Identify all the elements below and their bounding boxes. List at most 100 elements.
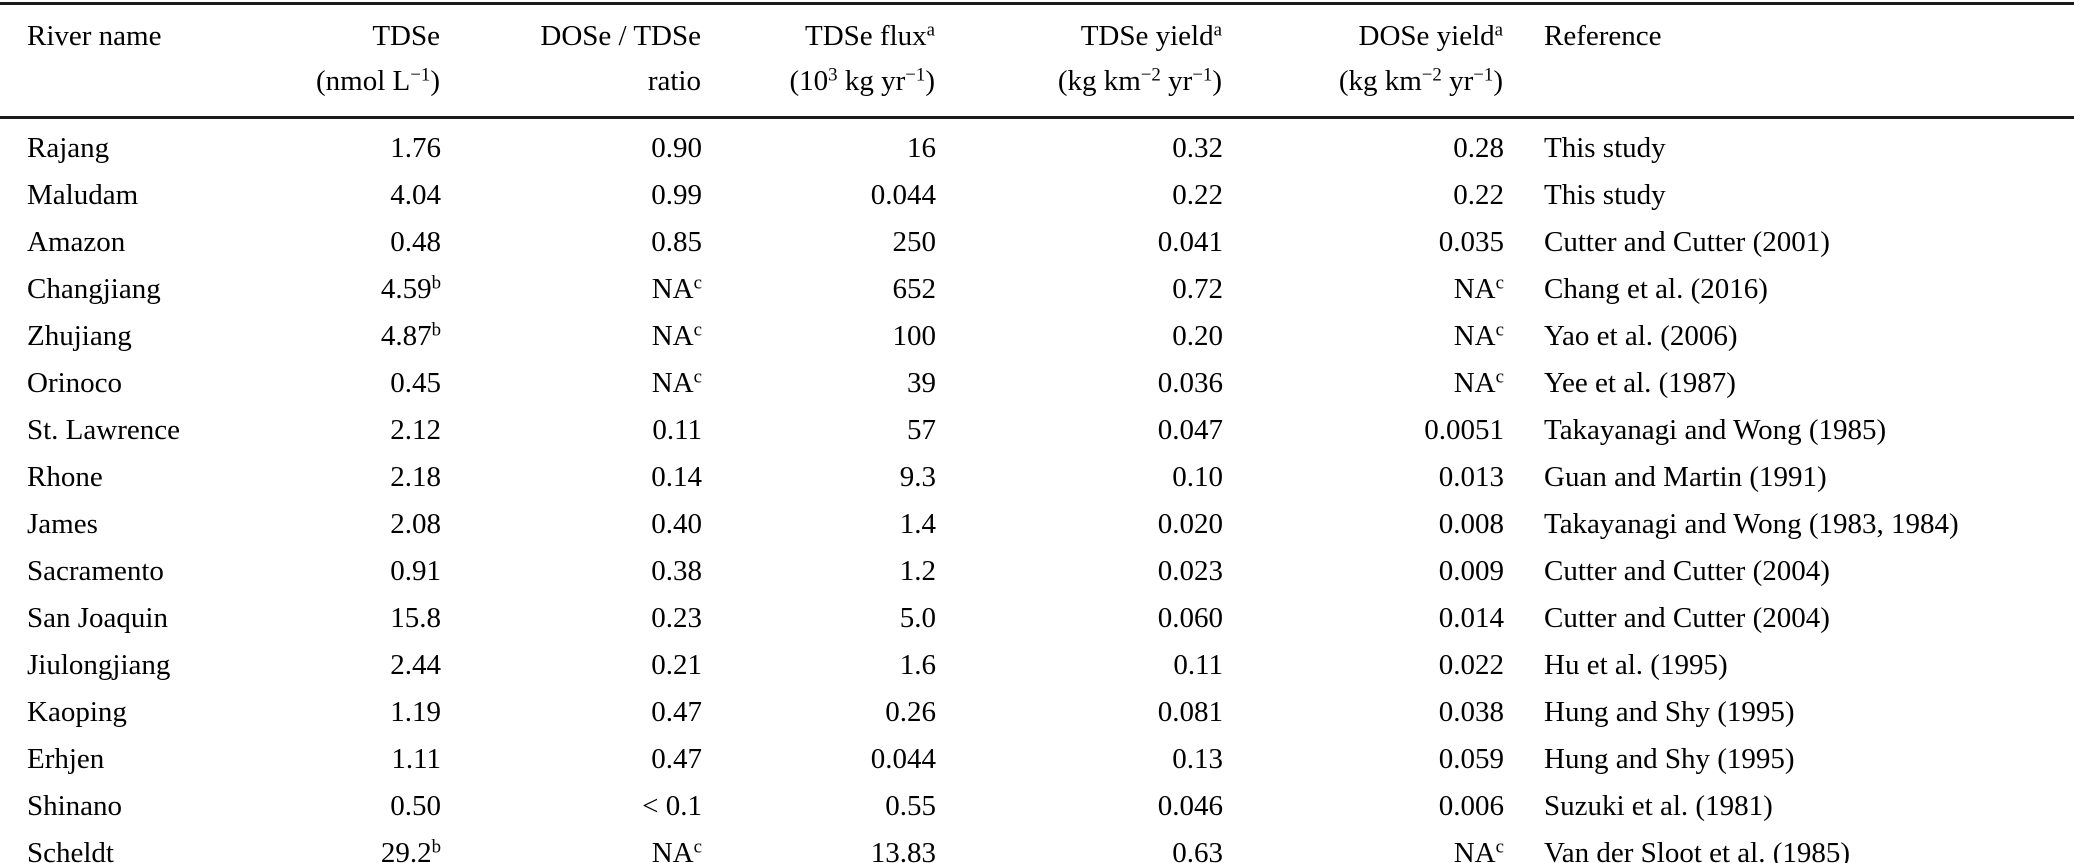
col-label: River name: [27, 20, 162, 52]
table-row: St. Lawrence 2.12 0.11 57 0.047 0.0051 Takayan…: [0, 407, 2074, 454]
cell-river-name: Shinano: [27, 790, 123, 822]
table-body: Rajang 1.76 0.90 16 0.32 0.28 This study Maluda…: [0, 118, 2074, 863]
cell-dose-tdse-ratio: 0.47: [651, 696, 702, 728]
cell-dose-yield: 0.059: [1438, 743, 1504, 775]
col-unit: (kg km−2 yr−1): [1338, 64, 1503, 97]
cell-river-name: Maludam: [27, 179, 139, 211]
col-header-dose-yield: DOSe yielda (kg km−2 yr−1): [1223, 3, 1504, 119]
cell-tdse: 29.2b: [380, 836, 441, 863]
cell-tdse-yield: 0.041: [1157, 226, 1223, 258]
cell-tdse-flux: 9.3: [899, 461, 936, 493]
cell-tdse-flux: 250: [892, 226, 937, 258]
cell-river-name: San Joaquin: [27, 602, 168, 634]
cell-tdse-yield: 0.081: [1157, 696, 1223, 728]
cell-river-name: Sacramento: [27, 555, 164, 587]
table-row: Kaoping 1.19 0.47 0.26 0.081 0.038 Hung and Sh…: [0, 689, 2074, 736]
cell-tdse-flux: 39: [907, 367, 936, 399]
table-row: Erhjen 1.11 0.47 0.044 0.13 0.059 Hung and Shy…: [0, 736, 2074, 783]
cell-tdse-flux: 5.0: [899, 602, 936, 634]
cell-tdse-yield: 0.060: [1157, 602, 1223, 634]
cell-dose-yield: 0.038: [1438, 696, 1504, 728]
cell-dose-tdse-ratio: NAc: [651, 366, 702, 399]
cell-tdse: 2.18: [390, 461, 441, 493]
cell-tdse-flux: 0.55: [885, 790, 936, 822]
cell-tdse: 2.44: [390, 649, 441, 681]
cell-tdse-flux: 13.83: [870, 837, 936, 863]
cell-tdse: 2.12: [390, 414, 441, 446]
table-row: Zhujiang 4.87b NAc 100 0.20 NAc Yao et al. (20…: [0, 313, 2074, 360]
cell-dose-tdse-ratio: NAc: [651, 272, 702, 305]
col-unit: (103 kg yr−1): [789, 64, 936, 97]
col-label: TDSe: [372, 20, 440, 52]
cell-reference: Hung and Shy (1995): [1544, 743, 1795, 775]
col-header-river-name: River name: [0, 3, 270, 119]
table-row: Maludam 4.04 0.99 0.044 0.22 0.22 This study: [0, 172, 2074, 219]
col-header-tdse: TDSe (nmol L−1): [270, 3, 441, 119]
cell-tdse-yield: 0.20: [1172, 320, 1223, 352]
cell-tdse-yield: 0.047: [1157, 414, 1223, 446]
cell-dose-tdse-ratio: NAc: [651, 319, 702, 352]
cell-dose-tdse-ratio: 0.85: [651, 226, 702, 258]
cell-dose-yield: NAc: [1453, 366, 1504, 399]
cell-tdse-yield: 0.023: [1157, 555, 1223, 587]
cell-dose-yield: 0.035: [1438, 226, 1504, 258]
cell-dose-tdse-ratio: 0.40: [651, 508, 702, 540]
cell-river-name: Zhujiang: [27, 320, 132, 352]
cell-dose-tdse-ratio: 0.38: [651, 555, 702, 587]
cell-river-name: Orinoco: [27, 367, 123, 399]
cell-tdse-yield: 0.22: [1172, 179, 1223, 211]
cell-dose-yield: 0.0051: [1424, 414, 1504, 446]
cell-tdse-yield: 0.046: [1157, 790, 1223, 822]
col-unit: (nmol L−1): [316, 64, 440, 97]
cell-tdse-flux: 16: [907, 132, 936, 164]
table-row: San Joaquin 15.8 0.23 5.0 0.060 0.014 Cutter a…: [0, 595, 2074, 642]
table-row: Sacramento 0.91 0.38 1.2 0.023 0.009 Cutter an…: [0, 548, 2074, 595]
cell-dose-yield: 0.014: [1438, 602, 1504, 634]
cell-dose-yield: NAc: [1453, 836, 1504, 863]
table-header: River name TDSe (nmol L−1) DOSe / TDSe r…: [0, 3, 2074, 119]
cell-tdse: 4.87b: [380, 319, 441, 352]
cell-dose-yield: 0.009: [1438, 555, 1504, 587]
cell-reference: This study: [1544, 132, 1666, 164]
col-unit: ratio: [647, 65, 701, 97]
cell-tdse: 1.19: [390, 696, 441, 728]
cell-reference: Takayanagi and Wong (1983, 1984): [1544, 508, 1959, 540]
cell-river-name: Jiulongjiang: [27, 649, 171, 681]
cell-dose-tdse-ratio: < 0.1: [642, 790, 702, 822]
table-row: James 2.08 0.40 1.4 0.020 0.008 Takayanagi and…: [0, 501, 2074, 548]
table-row: Rajang 1.76 0.90 16 0.32 0.28 This study: [0, 118, 2074, 173]
cell-reference: Hu et al. (1995): [1544, 649, 1728, 681]
cell-tdse: 1.76: [390, 132, 441, 164]
cell-tdse: 15.8: [390, 602, 441, 634]
col-header-tdse-flux: TDSe fluxa (103 kg yr−1): [702, 3, 936, 119]
cell-dose-yield: 0.013: [1438, 461, 1504, 493]
cell-tdse-flux: 1.6: [899, 649, 936, 681]
cell-river-name: St. Lawrence: [27, 414, 180, 446]
table-row: Shinano 0.50 < 0.1 0.55 0.046 0.006 Suzuki et …: [0, 783, 2074, 830]
cell-tdse: 0.91: [390, 555, 441, 587]
cell-reference: Cutter and Cutter (2004): [1544, 555, 1830, 587]
cell-dose-yield: 0.006: [1438, 790, 1504, 822]
col-unit: (kg km−2 yr−1): [1057, 64, 1222, 97]
cell-reference: This study: [1544, 179, 1666, 211]
cell-tdse: 0.45: [390, 367, 441, 399]
cell-tdse-yield: 0.32: [1172, 132, 1223, 164]
col-label: Reference: [1544, 20, 1662, 52]
cell-tdse-yield: 0.020: [1157, 508, 1223, 540]
cell-tdse-flux: 57: [907, 414, 936, 446]
cell-reference: Takayanagi and Wong (1985): [1544, 414, 1887, 446]
cell-tdse-flux: 0.044: [870, 179, 936, 211]
cell-dose-yield: 0.22: [1453, 179, 1504, 211]
cell-dose-yield: 0.022: [1438, 649, 1504, 681]
cell-tdse-yield: 0.10: [1172, 461, 1223, 493]
col-label: TDSe fluxa: [805, 19, 935, 52]
cell-reference: Chang et al. (2016): [1544, 273, 1768, 305]
cell-tdse-yield: 0.11: [1173, 649, 1223, 681]
cell-tdse: 1.11: [391, 743, 441, 775]
cell-river-name: Amazon: [27, 226, 126, 258]
cell-tdse: 2.08: [390, 508, 441, 540]
col-header-reference: Reference: [1504, 3, 2074, 119]
table-row: Amazon 0.48 0.85 250 0.041 0.035 Cutter and Cu…: [0, 219, 2074, 266]
cell-reference: Hung and Shy (1995): [1544, 696, 1795, 728]
